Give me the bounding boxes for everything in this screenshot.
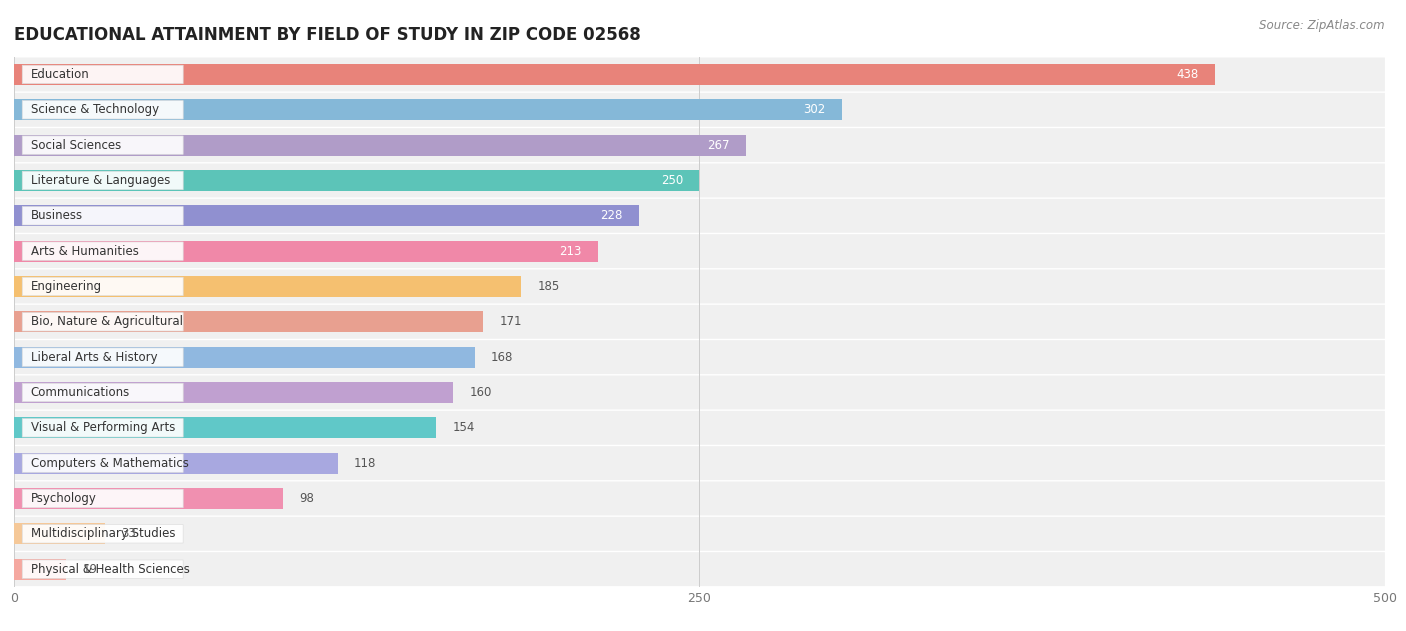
Text: Business: Business [31, 209, 83, 222]
Text: Source: ZipAtlas.com: Source: ZipAtlas.com [1260, 19, 1385, 32]
FancyBboxPatch shape [14, 305, 1385, 339]
Bar [14, 64, 1215, 85]
FancyBboxPatch shape [14, 199, 1385, 233]
Text: 154: 154 [453, 422, 475, 434]
Text: 438: 438 [1177, 68, 1198, 81]
Bar [14, 488, 283, 509]
FancyBboxPatch shape [14, 481, 1385, 516]
Text: Arts & Humanities: Arts & Humanities [31, 245, 138, 257]
FancyBboxPatch shape [14, 411, 1385, 445]
Bar [14, 417, 436, 439]
FancyBboxPatch shape [22, 312, 183, 331]
Bar [14, 558, 66, 580]
Text: Physical & Health Sciences: Physical & Health Sciences [31, 563, 190, 575]
FancyBboxPatch shape [22, 277, 183, 296]
FancyBboxPatch shape [22, 489, 183, 508]
FancyBboxPatch shape [14, 446, 1385, 480]
FancyBboxPatch shape [14, 269, 1385, 304]
Text: Engineering: Engineering [31, 280, 101, 293]
FancyBboxPatch shape [14, 234, 1385, 268]
FancyBboxPatch shape [22, 560, 183, 579]
FancyBboxPatch shape [22, 348, 183, 367]
Text: 267: 267 [707, 139, 730, 151]
FancyBboxPatch shape [14, 552, 1385, 586]
Text: 19: 19 [83, 563, 97, 575]
Text: 250: 250 [661, 174, 683, 187]
FancyBboxPatch shape [22, 136, 183, 155]
FancyBboxPatch shape [14, 375, 1385, 410]
Bar [14, 134, 747, 156]
Text: Multidisciplinary Studies: Multidisciplinary Studies [31, 528, 174, 540]
FancyBboxPatch shape [22, 454, 183, 473]
FancyBboxPatch shape [22, 383, 183, 402]
FancyBboxPatch shape [22, 242, 183, 261]
Text: 213: 213 [560, 245, 582, 257]
FancyBboxPatch shape [14, 517, 1385, 551]
Text: Psychology: Psychology [31, 492, 97, 505]
Bar [14, 523, 104, 545]
Text: Liberal Arts & History: Liberal Arts & History [31, 351, 157, 363]
Text: EDUCATIONAL ATTAINMENT BY FIELD OF STUDY IN ZIP CODE 02568: EDUCATIONAL ATTAINMENT BY FIELD OF STUDY… [14, 26, 641, 44]
Text: 228: 228 [600, 209, 623, 222]
FancyBboxPatch shape [14, 340, 1385, 374]
FancyBboxPatch shape [22, 418, 183, 437]
FancyBboxPatch shape [22, 65, 183, 84]
FancyBboxPatch shape [14, 93, 1385, 127]
Bar [14, 311, 482, 333]
Text: 33: 33 [121, 528, 136, 540]
Bar [14, 276, 522, 297]
Bar [14, 452, 337, 474]
FancyBboxPatch shape [22, 100, 183, 119]
Bar [14, 240, 598, 262]
Bar [14, 99, 842, 121]
Text: Visual & Performing Arts: Visual & Performing Arts [31, 422, 174, 434]
Text: Communications: Communications [31, 386, 129, 399]
Text: 118: 118 [354, 457, 377, 469]
FancyBboxPatch shape [14, 57, 1385, 91]
Text: Computers & Mathematics: Computers & Mathematics [31, 457, 188, 469]
Text: 168: 168 [491, 351, 513, 363]
Bar [14, 382, 453, 403]
FancyBboxPatch shape [14, 163, 1385, 198]
Text: Bio, Nature & Agricultural: Bio, Nature & Agricultural [31, 316, 183, 328]
Text: 171: 171 [499, 316, 522, 328]
FancyBboxPatch shape [22, 206, 183, 225]
Bar [14, 346, 475, 368]
Text: 98: 98 [299, 492, 314, 505]
FancyBboxPatch shape [14, 128, 1385, 162]
Text: 185: 185 [537, 280, 560, 293]
Bar [14, 205, 640, 227]
FancyBboxPatch shape [22, 524, 183, 543]
Text: Science & Technology: Science & Technology [31, 103, 159, 116]
Text: Literature & Languages: Literature & Languages [31, 174, 170, 187]
Text: 302: 302 [803, 103, 825, 116]
Text: Education: Education [31, 68, 89, 81]
FancyBboxPatch shape [22, 171, 183, 190]
Text: 160: 160 [470, 386, 492, 399]
Text: Social Sciences: Social Sciences [31, 139, 121, 151]
Bar [14, 170, 700, 191]
